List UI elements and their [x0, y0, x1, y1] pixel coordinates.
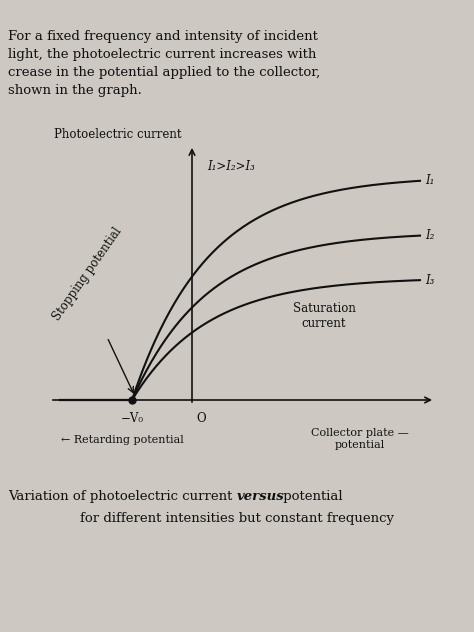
Text: Stopping potential: Stopping potential	[50, 225, 124, 323]
Text: ← Retarding potential: ← Retarding potential	[61, 435, 183, 445]
Text: Saturation
current: Saturation current	[292, 302, 356, 330]
Text: potential: potential	[279, 490, 343, 503]
Text: I₁: I₁	[425, 174, 434, 187]
Text: Collector plate —
potential: Collector plate — potential	[311, 428, 409, 449]
Text: I₂: I₂	[425, 229, 434, 242]
Text: I₁>I₂>I₃: I₁>I₂>I₃	[207, 160, 255, 173]
Text: For a fixed frequency and intensity of incident: For a fixed frequency and intensity of i…	[8, 30, 318, 43]
Text: light, the photoelectric current increases with: light, the photoelectric current increas…	[8, 48, 316, 61]
Text: versus: versus	[237, 490, 285, 503]
Text: Variation of photoelectric current: Variation of photoelectric current	[9, 490, 237, 503]
Text: Photoelectric current: Photoelectric current	[55, 128, 182, 142]
Text: I₃: I₃	[425, 274, 434, 287]
Text: for different intensities but constant frequency: for different intensities but constant f…	[80, 512, 394, 525]
Text: −V₀: −V₀	[120, 412, 144, 425]
Text: crease in the potential applied to the collector,: crease in the potential applied to the c…	[8, 66, 320, 79]
Text: shown in the graph.: shown in the graph.	[8, 84, 142, 97]
Text: O: O	[196, 412, 206, 425]
